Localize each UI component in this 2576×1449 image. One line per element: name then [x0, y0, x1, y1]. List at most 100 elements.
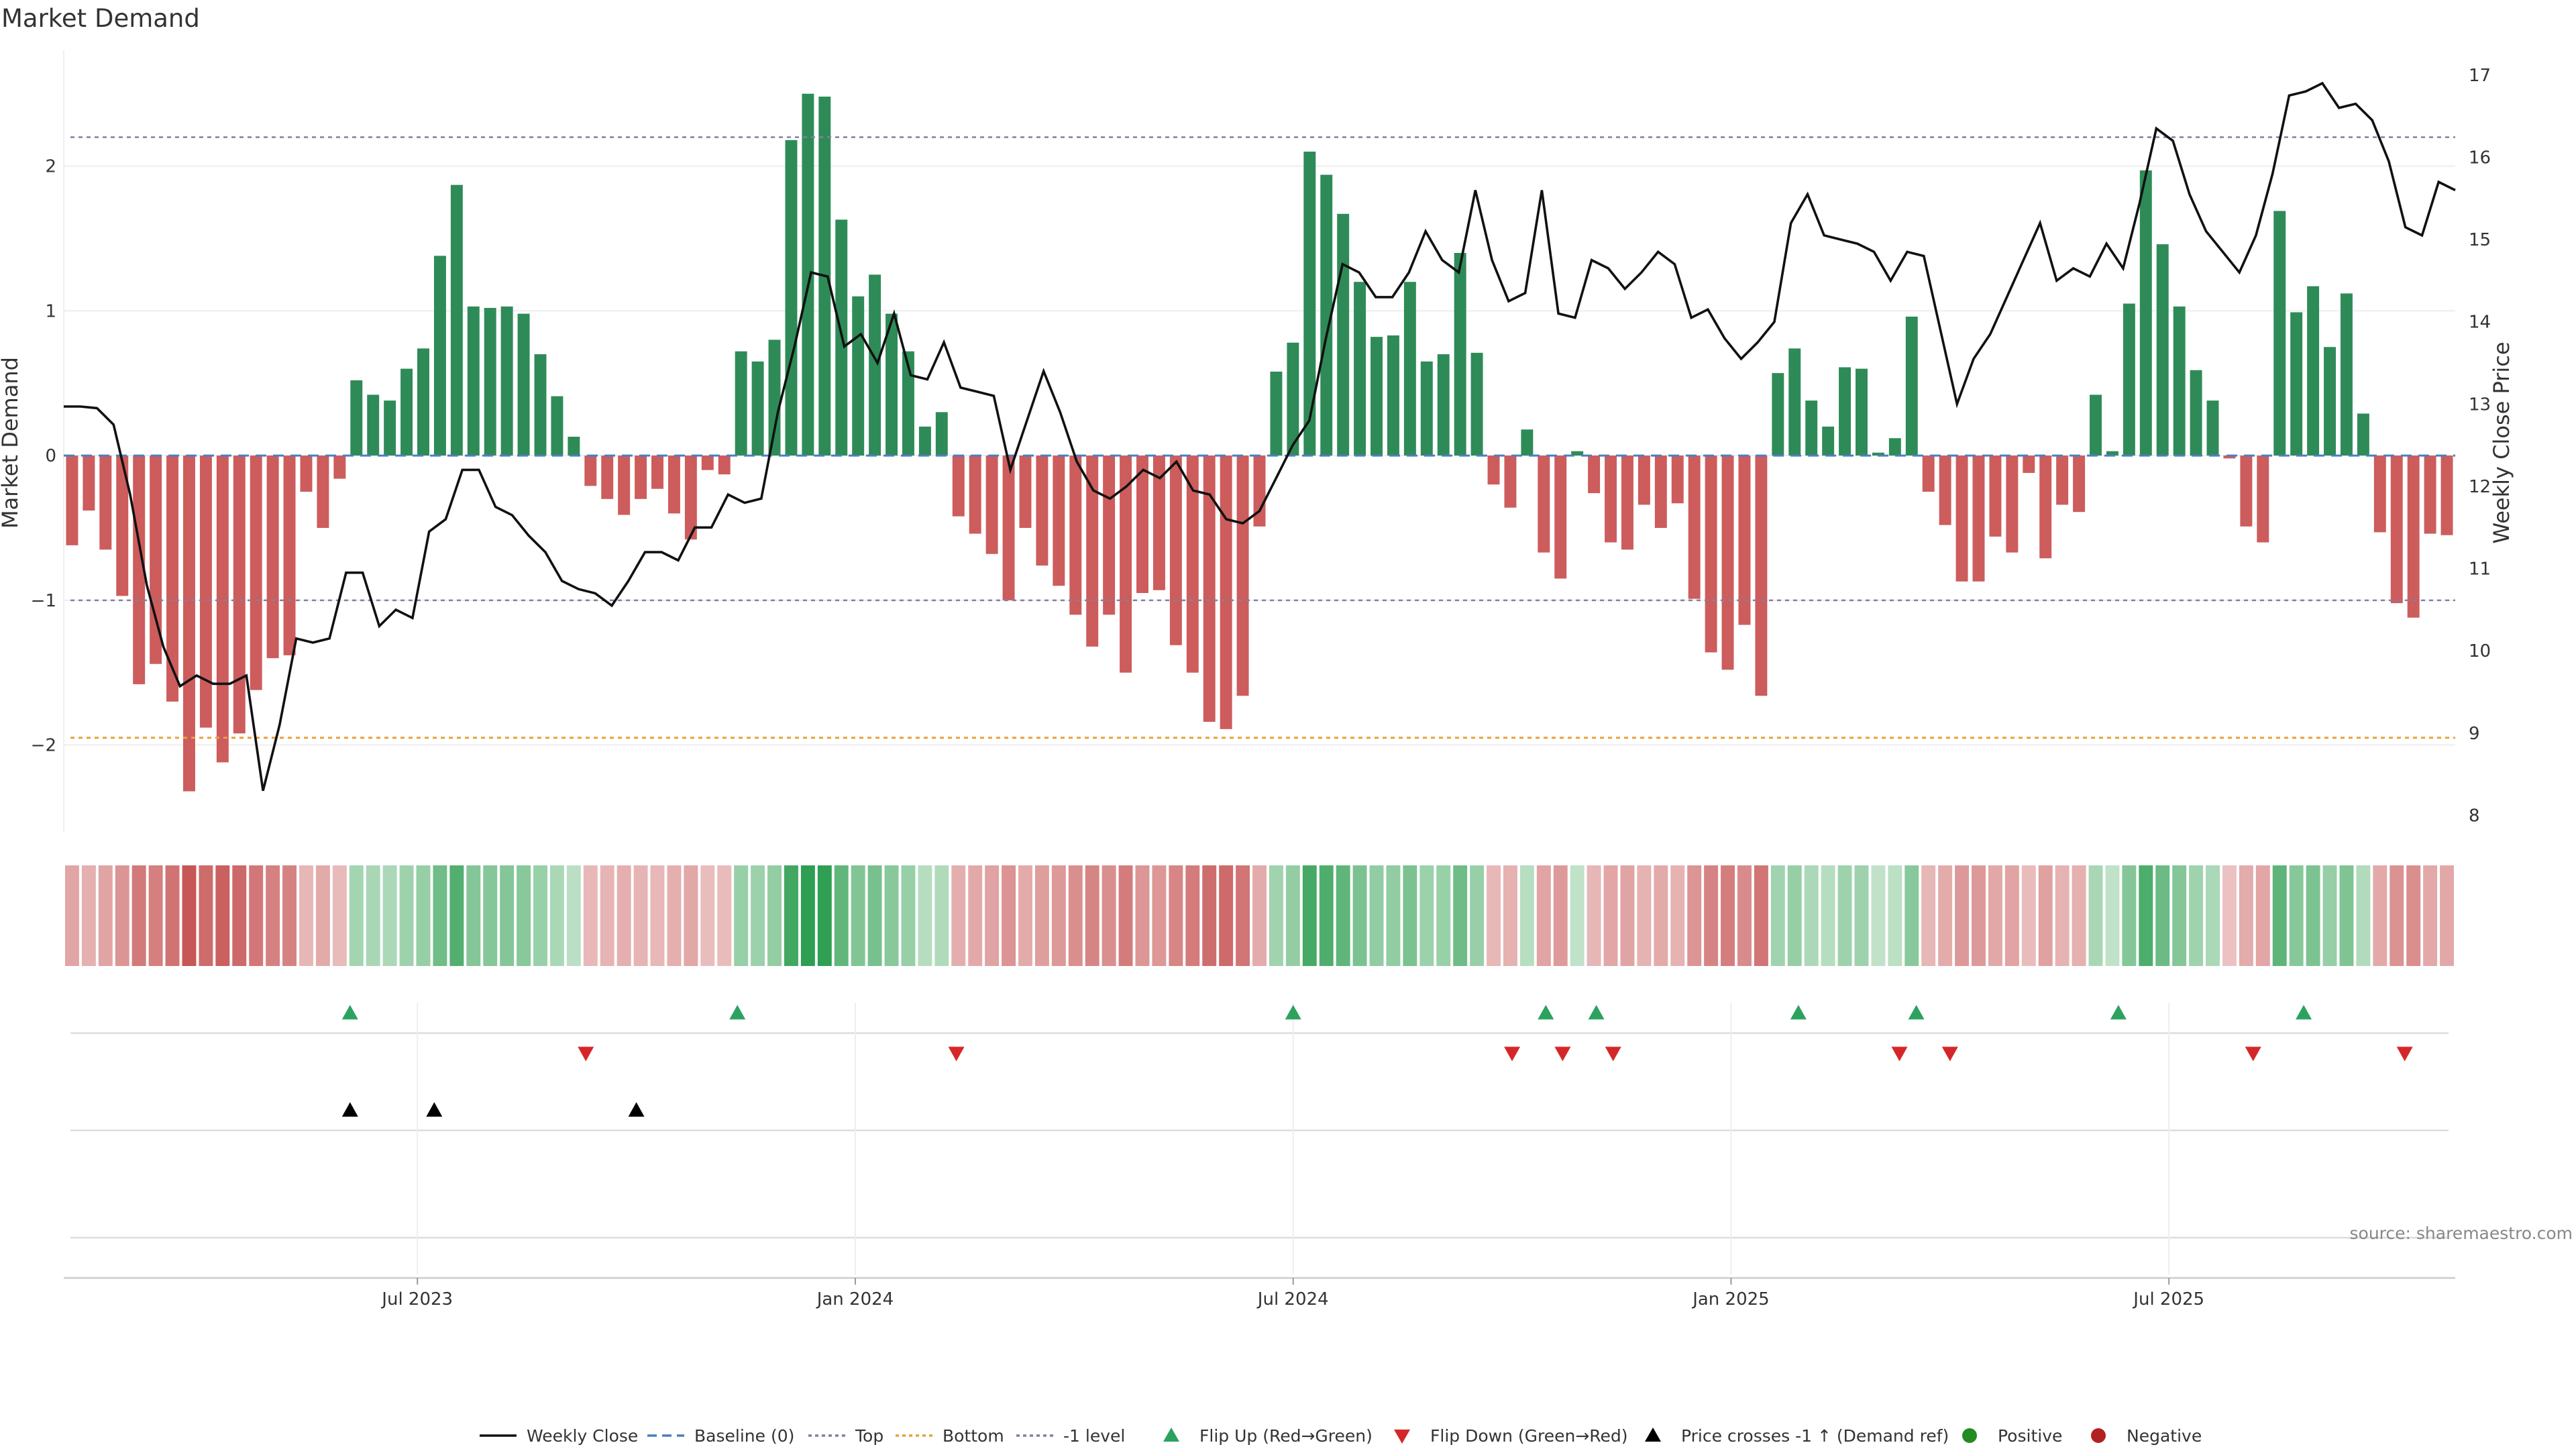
- demand-bar: [2073, 455, 2086, 513]
- strip-cell: [1336, 865, 1350, 966]
- demand-bar: [2290, 312, 2303, 456]
- strip-cell: [1670, 865, 1685, 966]
- strip-cell: [667, 865, 682, 966]
- right-tick-label: 11: [2469, 559, 2491, 580]
- strip-cell: [81, 865, 96, 966]
- demand-bar: [1120, 455, 1132, 673]
- strip-cell: [349, 865, 364, 966]
- demand-bar: [1403, 282, 1416, 456]
- demand-bar: [1086, 455, 1099, 647]
- strip-cell: [1470, 865, 1485, 966]
- signal-rows: [70, 1003, 2449, 1275]
- strip-cell: [583, 865, 598, 966]
- demand-bar: [1337, 213, 1350, 456]
- strip-cell: [985, 865, 1000, 966]
- flip-down-marker: [1554, 1046, 1571, 1061]
- strip-cell: [1988, 865, 2002, 966]
- x-tick-label: Jul 2023: [380, 1289, 453, 1309]
- strip-cell: [1837, 865, 1852, 966]
- strip-cell: [934, 865, 949, 966]
- strip-cell: [1754, 865, 1768, 966]
- strip-cell: [1269, 865, 1283, 966]
- demand-bar: [1521, 429, 1534, 456]
- strip-cell: [1034, 865, 1049, 966]
- strip-cell: [1319, 865, 1334, 966]
- strip-cell: [2206, 865, 2220, 966]
- strip-cell: [1202, 865, 1217, 966]
- strip-cell: [2255, 865, 2270, 966]
- strip-cell: [2322, 865, 2337, 966]
- strip-cell: [1169, 865, 1183, 966]
- demand-bar: [902, 351, 914, 456]
- demand-bar: [1755, 455, 1768, 696]
- demand-bar: [1989, 455, 2002, 537]
- demand-bar: [2357, 413, 2369, 456]
- strip-cell: [2272, 865, 2287, 966]
- strip-cell: [148, 865, 163, 966]
- demand-bar: [2223, 455, 2236, 459]
- strip-cell: [433, 865, 447, 966]
- demand-bar: [2139, 170, 2152, 456]
- strip-cell: [734, 865, 749, 966]
- demand-bar: [635, 455, 647, 499]
- strip-cell: [1018, 865, 1032, 966]
- strip-cell: [1871, 865, 1886, 966]
- demand-bar: [199, 455, 212, 728]
- demand-bar: [2390, 455, 2403, 604]
- demand-bar: [1504, 455, 1517, 508]
- strip-cell: [1135, 865, 1150, 966]
- strip-cell: [1687, 865, 1702, 966]
- demand-bar: [1303, 152, 1316, 456]
- demand-bar: [785, 140, 798, 456]
- flip-down-marker: [1504, 1046, 1521, 1061]
- demand-bar: [1654, 455, 1667, 528]
- strip-cell: [282, 865, 297, 966]
- strip-cell: [1369, 865, 1384, 966]
- demand-bar: [1605, 455, 1617, 543]
- demand-bar: [1487, 455, 1500, 485]
- demand-bar: [2324, 347, 2336, 456]
- demand-bar: [2006, 455, 2019, 553]
- demand-bar: [400, 368, 413, 456]
- strip-cell: [600, 865, 614, 966]
- demand-bar: [1571, 451, 1584, 456]
- strip-cell: [382, 865, 397, 966]
- strip-cell: [867, 865, 882, 966]
- legend-label: Flip Up (Red→Green): [1199, 1426, 1373, 1446]
- strip-cell: [1068, 865, 1083, 966]
- demand-bar: [233, 455, 246, 734]
- demand-bar: [1872, 452, 1884, 456]
- demand-bar: [1437, 354, 1450, 456]
- strip-cell: [2021, 865, 2036, 966]
- demand-bar: [534, 354, 547, 456]
- demand-bar: [618, 455, 631, 515]
- demand-bar: [484, 308, 496, 456]
- strip-cell: [416, 865, 431, 966]
- demand-bar: [985, 455, 998, 554]
- strip-cell: [249, 865, 264, 966]
- demand-bar: [2424, 455, 2436, 534]
- demand-bar: [133, 455, 146, 684]
- demand-bar: [735, 351, 747, 456]
- strip-cell: [700, 865, 715, 966]
- price-cross-marker: [426, 1102, 443, 1117]
- strip-cell: [215, 865, 230, 966]
- strip-cell: [366, 865, 380, 966]
- demand-bar: [1470, 352, 1483, 456]
- right-axis-ticks: 8 9 10 11 12 13 14 15 16 17: [2469, 66, 2491, 826]
- demand-bar: [1387, 335, 1399, 456]
- strip-cell: [616, 865, 631, 966]
- demand-bar: [1236, 455, 1249, 696]
- legend-label: Price crosses -1 ↑ (Demand ref): [1681, 1426, 1949, 1446]
- legend-swatch: [1163, 1428, 1179, 1442]
- legend: Weekly Close Baseline (0) Top Bottom -1 leve…: [480, 1426, 2202, 1446]
- strip-cell: [199, 865, 213, 966]
- legend-label: Top: [855, 1426, 883, 1446]
- flip-down-marker: [2396, 1046, 2413, 1061]
- demand-bar: [517, 313, 530, 456]
- flip-up-marker: [1285, 1005, 1301, 1020]
- strip-cell: [901, 865, 916, 966]
- demand-bar: [2373, 455, 2386, 533]
- demand-bar: [317, 455, 329, 528]
- strip-cell: [2055, 865, 2070, 966]
